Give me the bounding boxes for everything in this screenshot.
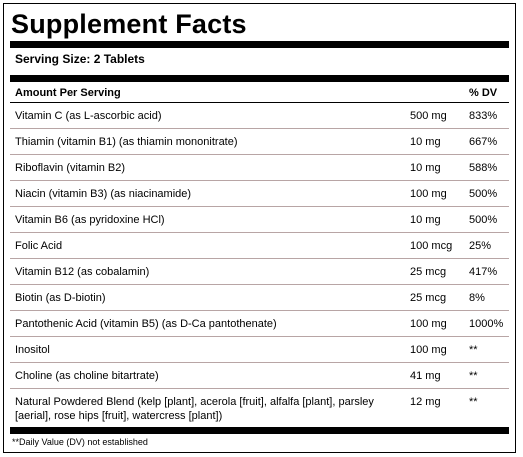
nutrient-row: Niacin (vitamin B3) (as niacinamide) 100… [10,181,509,207]
nutrient-dv: 25% [469,240,492,252]
nutrient-dv: 667% [469,136,498,148]
header-divider [10,102,509,103]
nutrient-row: Inositol 100 mg ** [10,337,509,363]
nutrient-row: Vitamin B12 (as cobalamin) 25 mcg 417% [10,259,509,285]
nutrient-name: Thiamin (vitamin B1) (as thiamin mononit… [15,136,238,148]
nutrient-amount: 10 mg [410,136,441,148]
nutrient-row: Natural Powdered Blend (kelp [plant], ac… [10,389,509,427]
nutrient-row: Pantothenic Acid (vitamin B5) (as D-Ca p… [10,311,509,337]
title-divider [10,41,509,48]
nutrient-amount: 100 mcg [410,240,453,252]
nutrient-dv: 500% [469,188,498,200]
amount-per-serving-header: Amount Per Serving [15,87,121,99]
nutrient-dv: ** [469,396,478,408]
footer-divider [10,427,509,434]
serving-size: Serving Size: 2 Tablets [15,52,145,66]
nutrient-amount: 12 mg [410,396,441,408]
nutrient-row: Biotin (as D-biotin) 25 mcg 8% [10,285,509,311]
footnote: **Daily Value (DV) not established [12,437,148,447]
nutrient-name: Natural Powdered Blend (kelp [plant], ac… [15,396,374,422]
nutrient-name: Folic Acid [15,240,63,252]
serving-divider [10,75,509,82]
nutrient-amount: 100 mg [410,188,447,200]
supplement-facts-panel: Supplement Facts Serving Size: 2 Tablets… [3,3,516,453]
nutrient-dv: ** [469,344,478,356]
nutrient-row: Thiamin (vitamin B1) (as thiamin mononit… [10,129,509,155]
nutrient-dv: 588% [469,162,498,174]
nutrient-name: Biotin (as D-biotin) [15,292,106,304]
nutrient-row: Vitamin C (as L-ascorbic acid) 500 mg 83… [10,103,509,129]
nutrient-dv: 417% [469,266,498,278]
nutrient-dv: ** [469,370,478,382]
nutrient-amount: 10 mg [410,214,441,226]
nutrient-name: Vitamin B12 (as cobalamin) [15,266,150,278]
nutrient-row: Riboflavin (vitamin B2) 10 mg 588% [10,155,509,181]
dv-header: % DV [469,87,498,99]
nutrient-row: Choline (as choline bitartrate) 41 mg ** [10,363,509,389]
nutrient-row: Folic Acid 100 mcg 25% [10,233,509,259]
nutrient-name: Choline (as choline bitartrate) [15,370,159,382]
nutrient-dv: 833% [469,110,498,122]
nutrient-dv: 500% [469,214,498,226]
nutrient-name: Pantothenic Acid (vitamin B5) (as D-Ca p… [15,318,277,330]
nutrient-name: Niacin (vitamin B3) (as niacinamide) [15,188,192,200]
nutrient-row: Vitamin B6 (as pyridoxine HCl) 10 mg 500… [10,207,509,233]
nutrient-amount: 100 mg [410,344,447,356]
nutrient-amount: 10 mg [410,162,441,174]
nutrient-amount: 25 mcg [410,266,447,278]
nutrient-name: Riboflavin (vitamin B2) [15,162,126,174]
nutrient-dv: 1000% [469,318,504,330]
nutrient-amount: 41 mg [410,370,441,382]
nutrient-dv: 8% [469,292,485,304]
nutrient-name: Vitamin C (as L-ascorbic acid) [15,110,162,122]
nutrient-name: Inositol [15,344,50,356]
nutrient-list: Vitamin C (as L-ascorbic acid) 500 mg 83… [10,103,509,427]
nutrient-amount: 500 mg [410,110,447,122]
nutrient-amount: 25 mcg [410,292,447,304]
panel-title: Supplement Facts [11,9,247,39]
nutrient-amount: 100 mg [410,318,447,330]
nutrient-name: Vitamin B6 (as pyridoxine HCl) [15,214,165,226]
